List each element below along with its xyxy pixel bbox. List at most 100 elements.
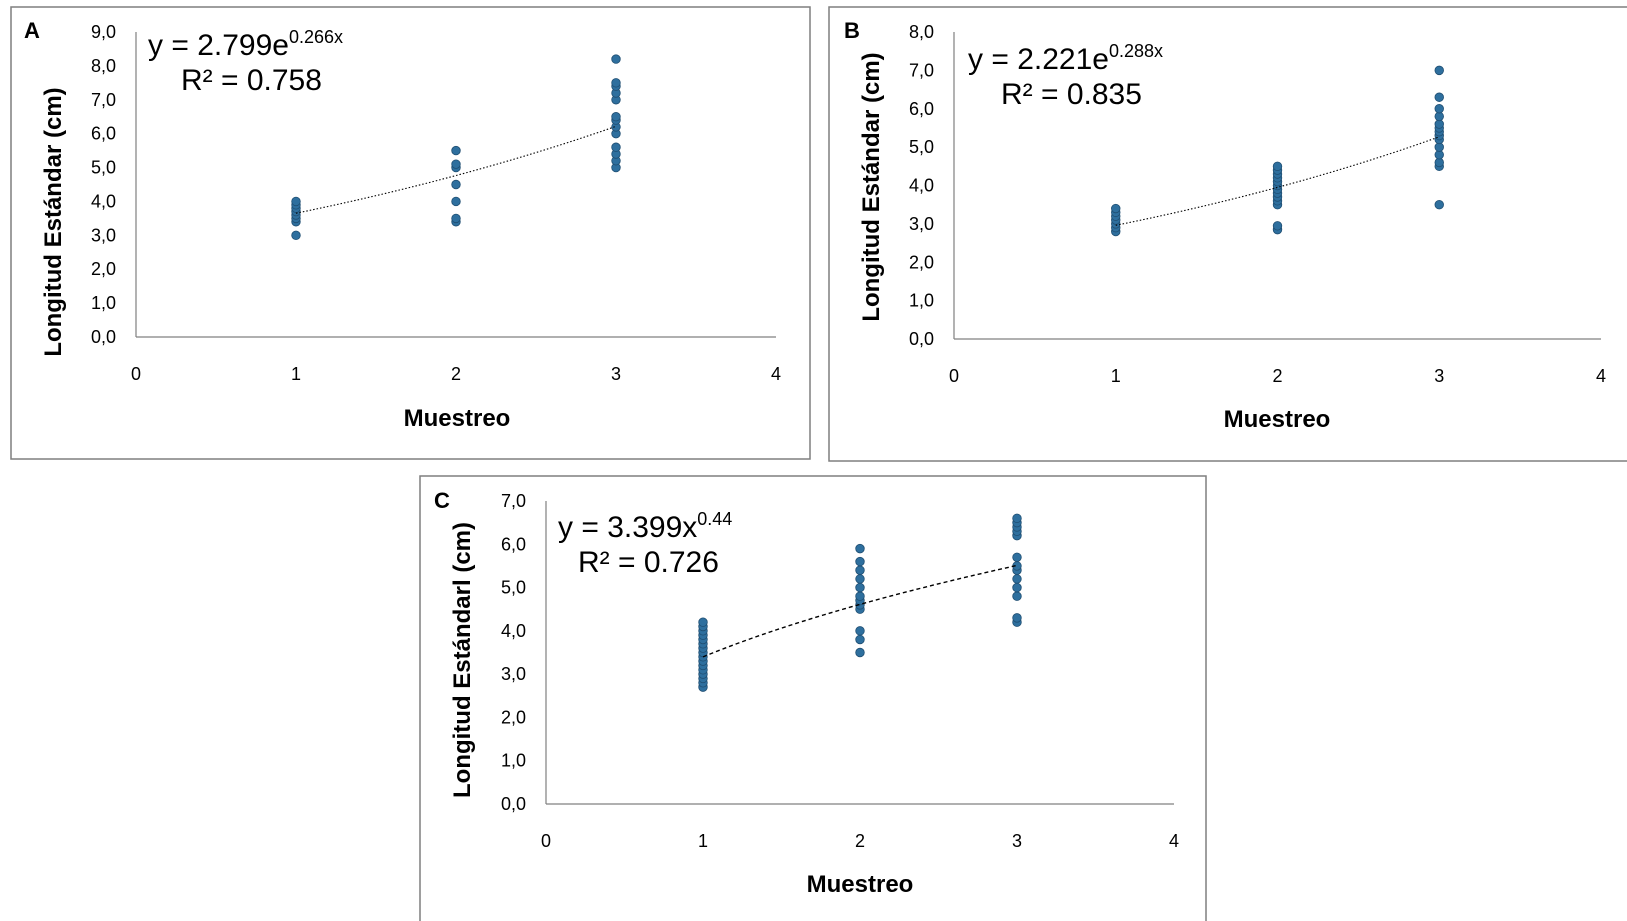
panel-b-y-tick-label: 6,0 — [909, 99, 934, 119]
panel-c-y-tick-label: 7,0 — [501, 491, 526, 511]
panel-b-data-point — [1434, 92, 1444, 102]
panel-b-x-tick-label: 3 — [1434, 366, 1444, 386]
panel-a-y-tick-label: 4,0 — [91, 191, 116, 211]
panel-a-data-point — [611, 54, 621, 64]
panel-b-x-tick-label: 0 — [949, 366, 959, 386]
panel-c-data-point — [1012, 591, 1022, 601]
panel-c-data-point — [855, 634, 865, 645]
panel-c-y-tick-label: 0,0 — [501, 794, 526, 814]
panel-c-data-point — [1012, 613, 1022, 623]
panel-b-y-tick-label: 7,0 — [909, 60, 934, 80]
panel-c-equation: y = 3.399x0.44 — [558, 509, 732, 544]
panel-b-data-point — [1434, 199, 1444, 210]
panel-b-x-tick-label: 4 — [1596, 366, 1606, 386]
panel-a-equation-base: y = 2.799e — [148, 29, 289, 62]
panel-c-data-point — [855, 591, 865, 601]
panel-a-y-tick-label: 1,0 — [91, 293, 116, 313]
panel-b-y-tick-label: 4,0 — [909, 176, 934, 196]
panel-c-data-point — [855, 626, 865, 636]
panel-b: B 0,0 1,0 2,0 3,0 4,0 5,0 6,0 7,0 8,0 0 1 2 3 4 Muest… — [828, 6, 1627, 462]
panel-c-y-tick-label: 3,0 — [501, 664, 526, 684]
panel-b-y-tick-label: 2,0 — [909, 252, 934, 272]
panel-b-data-point — [1272, 161, 1283, 172]
panel-a-equation: y = 2.799e0.266x — [148, 27, 343, 62]
panel-c-y-tick-label: 2,0 — [501, 707, 526, 727]
panel-c-letter: C — [434, 488, 450, 513]
panel-b-x-tick-label: 1 — [1111, 366, 1121, 386]
panel-b-y-tick-label: 3,0 — [909, 214, 934, 234]
panel-a-y-tick-label: 3,0 — [91, 225, 116, 245]
panel-c-y-tick-label: 1,0 — [501, 751, 526, 771]
panel-c-data-point — [855, 556, 865, 567]
panel-b-y-tick-label: 0,0 — [909, 329, 934, 349]
panel-a-x-axis-title: Muestreo — [404, 405, 511, 432]
panel-a-y-tick-label: 2,0 — [91, 259, 116, 279]
panel-b-y-tick-label: 8,0 — [909, 22, 934, 42]
panel-c: C 0,0 1,0 2,0 3,0 4,0 5,0 6,0 7,0 0 1 2 3 4 Muestreo… — [419, 475, 1207, 921]
panel-c-r-squared: R² = 0.726 — [578, 546, 719, 579]
panel-b-x-tick-label: 2 — [1272, 366, 1282, 386]
panel-c-data-point — [1012, 574, 1022, 584]
panel-c-x-tick-label: 2 — [855, 831, 865, 851]
panel-c-data-point — [1012, 552, 1022, 562]
panel-a-x-tick-label: 0 — [131, 364, 141, 384]
panel-a-data-point — [451, 196, 461, 207]
panel-b-equation: y = 2.221e0.288x — [968, 41, 1163, 76]
panel-c-data-point — [1012, 582, 1022, 593]
panel-a-x-tick-label: 1 — [291, 364, 301, 384]
panel-b-data-point — [1434, 104, 1444, 114]
panel-b-frame — [828, 6, 1627, 462]
panel-a-y-tick-label: 5,0 — [91, 158, 116, 178]
panel-c-data-point — [855, 582, 865, 593]
panel-a-data-point — [451, 179, 461, 190]
panel-c-data-point — [855, 574, 865, 584]
panel-a-r-squared: R² = 0.758 — [181, 64, 322, 97]
panel-a-data-point — [291, 196, 301, 207]
panel-a-y-tick-label: 0,0 — [91, 327, 116, 347]
panel-c-data-point — [855, 565, 865, 575]
panel-c-frame — [419, 475, 1207, 921]
panel-c-x-tick-label: 0 — [541, 831, 551, 851]
panel-c-y-tick-label: 4,0 — [501, 621, 526, 641]
panel-a-y-tick-label: 6,0 — [91, 124, 116, 144]
panel-a-y-axis-title: Longitud Estándar (cm) — [40, 87, 67, 356]
panel-c-x-tick-label: 4 — [1169, 831, 1179, 851]
panel-b-y-axis-title: Longitud Estándar (cm) — [858, 52, 885, 321]
panel-c-y-axis-title: Longitud Estándarl (cm) — [449, 522, 476, 798]
panel-c-y-tick-label: 6,0 — [501, 534, 526, 554]
panel-a-plot: 0,0 1,0 2,0 3,0 4,0 5,0 6,0 7,0 8,0 9,0 0 1 2 3 4 — [91, 22, 781, 384]
panel-c-x-axis-title: Muestreo — [807, 871, 914, 898]
panel-b-equation-exponent: 0.288x — [1109, 41, 1163, 61]
panel-b-r-squared: R² = 0.835 — [1001, 78, 1142, 111]
panel-c-plot: 0,0 1,0 2,0 3,0 4,0 5,0 6,0 7,0 0 1 2 3 4 — [501, 491, 1179, 851]
panel-a-data-point — [451, 213, 461, 224]
panel-b-data-point — [1272, 221, 1283, 231]
panel-c-data-point — [698, 617, 708, 627]
panel-a-data-point — [611, 142, 621, 152]
panel-c-y-tick-label: 5,0 — [501, 578, 526, 598]
panel-a-x-tick-label: 3 — [611, 364, 621, 384]
panel-b-y-tick-label: 1,0 — [909, 291, 934, 311]
panel-b-letter: B — [844, 18, 860, 43]
panel-a-equation-exponent: 0.266x — [289, 27, 343, 47]
panel-a-data-point — [611, 78, 621, 88]
panel-a-data-point — [451, 145, 461, 156]
panel-c-equation-exponent: 0.44 — [697, 509, 732, 529]
panel-c-data-point — [1012, 513, 1022, 524]
panel-b-data-point — [1111, 203, 1121, 214]
panel-a-letter: A — [24, 18, 40, 43]
panel-c-x-tick-label: 1 — [698, 831, 708, 851]
panel-a-y-tick-label: 8,0 — [91, 56, 116, 76]
panel-c-x-tick-label: 3 — [1012, 831, 1022, 851]
panel-a-data-point — [451, 159, 461, 169]
panel-a-frame — [10, 6, 811, 460]
panel-a-data-point — [291, 230, 301, 241]
panel-a-x-tick-label: 2 — [451, 364, 461, 384]
panel-a-x-tick-label: 4 — [771, 364, 781, 384]
panel-c-data-point — [855, 647, 865, 658]
panel-a-data-point — [611, 112, 621, 122]
panel-b-plot: 0,0 1,0 2,0 3,0 4,0 5,0 6,0 7,0 8,0 0 1 2 3 4 — [909, 22, 1606, 386]
panel-b-x-axis-title: Muestreo — [1224, 406, 1331, 433]
panel-b-y-tick-label: 5,0 — [909, 137, 934, 157]
